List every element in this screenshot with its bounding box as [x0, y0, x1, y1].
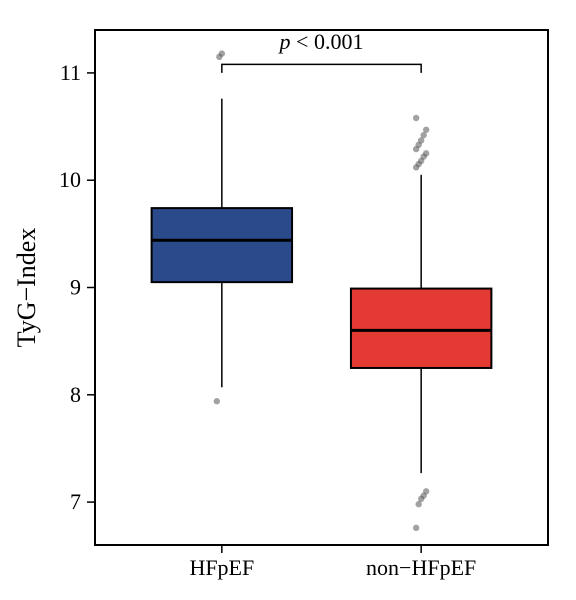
outlier-point [423, 488, 429, 494]
box [152, 208, 292, 282]
p-value-label: p < 0.001 [278, 29, 364, 54]
y-tick-label: 9 [70, 275, 81, 300]
y-axis-title: TyG−Index [12, 228, 41, 348]
chart-svg: 7 8 9 10 11 TyG−Index HFpEF non−HFpEF p < 0.001 [0, 0, 576, 600]
x-tick-label: HFpEF [189, 555, 254, 580]
outlier-point [214, 398, 220, 404]
y-tick-label: 11 [60, 60, 81, 85]
outlier-point [423, 127, 429, 133]
y-tick-label: 8 [70, 382, 81, 407]
boxplot-chart: 7 8 9 10 11 TyG−Index HFpEF non−HFpEF p < 0.001 [0, 0, 576, 600]
box [351, 289, 491, 368]
outlier-point [413, 115, 419, 121]
outlier-point [413, 525, 419, 531]
outlier-point [219, 50, 225, 56]
panel-border [95, 30, 548, 545]
y-tick-label: 10 [59, 167, 81, 192]
x-tick-label: non−HFpEF [366, 555, 476, 580]
significance-bracket [222, 64, 421, 73]
y-tick-label: 7 [70, 489, 81, 514]
outlier-point [423, 150, 429, 156]
